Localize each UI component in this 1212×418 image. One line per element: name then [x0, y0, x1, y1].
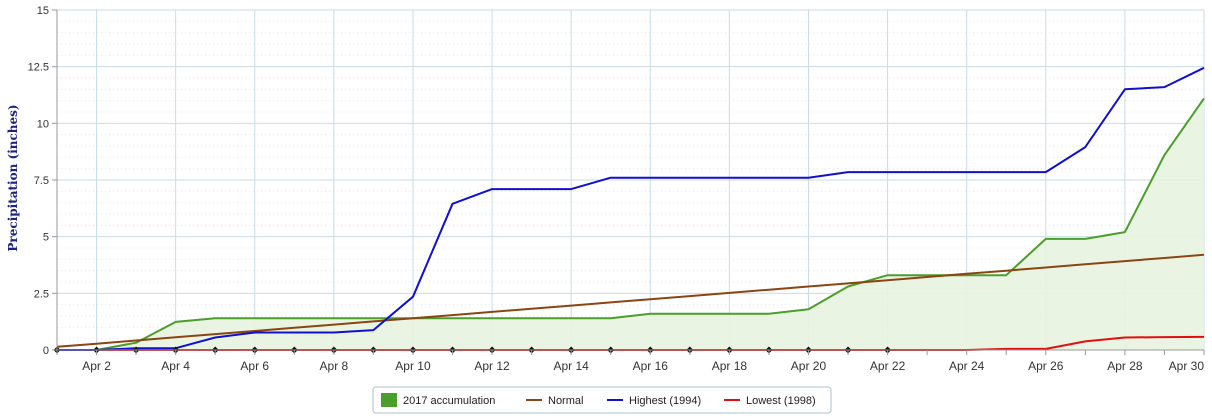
- legend-swatch: [381, 393, 397, 407]
- x-tick-label: Apr 20: [791, 359, 827, 373]
- y-tick-label: 7.5: [34, 175, 49, 187]
- x-tick-label: Apr 4: [161, 359, 190, 373]
- x-tick-label: Apr 14: [553, 359, 589, 373]
- y-tick-label: 0: [43, 345, 49, 357]
- x-tick-label: Apr 24: [949, 359, 985, 373]
- legend-item[interactable]: Normal: [526, 395, 583, 407]
- x-tick-label: Apr 16: [633, 359, 669, 373]
- x-tick-label: Apr 12: [474, 359, 510, 373]
- area-layer: [57, 98, 1204, 351]
- series-line-2017-accumulation: [57, 97, 1205, 351]
- y-tick-label: 10: [37, 118, 49, 130]
- legend-box: [372, 386, 832, 414]
- y-tick-label: 15: [37, 5, 49, 17]
- x-tick-label: Apr 18: [712, 359, 748, 373]
- y-tick-label: 5: [43, 232, 49, 244]
- y-tick-label: 2.5: [34, 288, 49, 300]
- axes: 0 2.5 5 7.5 10 12.5 15 Apr 2 Apr 4 Apr 6 Apr 8 Apr …: [28, 5, 1205, 373]
- legend[interactable]: 2017 accumulation Normal Highest (1994) Low…: [372, 386, 832, 414]
- legend-item[interactable]: Lowest (1998): [724, 395, 816, 407]
- x-tick-label: Apr 8: [320, 359, 349, 373]
- legend-label: 2017 accumulation: [403, 395, 495, 407]
- x-tick-label: Apr 6: [240, 359, 269, 373]
- y-tick-label: 12.5: [28, 62, 49, 74]
- series-area-fill: [57, 98, 1204, 351]
- legend-label: Highest (1994): [629, 395, 701, 407]
- series-line-normal: [56, 253, 1205, 348]
- legend-item[interactable]: 2017 accumulation: [381, 393, 495, 407]
- legend-label: Normal: [548, 395, 583, 407]
- x-tick-label: Apr 10: [395, 359, 431, 373]
- legend-label: Lowest (1998): [746, 395, 816, 407]
- x-tick-label: Apr 26: [1028, 359, 1064, 373]
- x-tick-label: Apr 22: [870, 359, 906, 373]
- series-line-highest-1994: [57, 66, 1205, 351]
- y-axis-label: Precipitation (inches): [6, 104, 20, 251]
- x-tick-label: Apr 28: [1107, 359, 1143, 373]
- legend-item[interactable]: Highest (1994): [607, 395, 701, 407]
- x-tick-label: Apr 30: [1169, 359, 1205, 373]
- x-tick-label: Apr 2: [82, 359, 111, 373]
